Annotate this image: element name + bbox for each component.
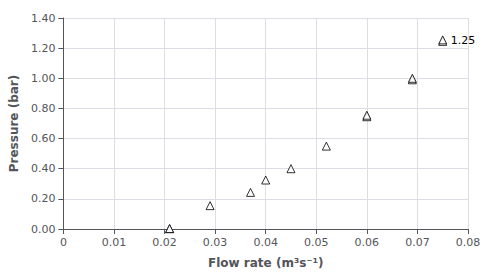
svg-text:0.20: 0.20: [31, 192, 56, 205]
svg-text:1.00: 1.00: [31, 72, 56, 85]
svg-text:0.04: 0.04: [253, 236, 278, 249]
svg-text:0.07: 0.07: [405, 236, 430, 249]
svg-text:0.01: 0.01: [102, 236, 127, 249]
svg-text:0.00: 0.00: [31, 223, 56, 236]
svg-text:1.40: 1.40: [31, 12, 56, 25]
svg-text:1.20: 1.20: [31, 42, 56, 55]
svg-text:0.08: 0.08: [456, 236, 481, 249]
svg-text:0.03: 0.03: [203, 236, 228, 249]
svg-text:0.40: 0.40: [31, 162, 56, 175]
svg-text:0.60: 0.60: [31, 132, 56, 145]
svg-text:0: 0: [60, 236, 67, 249]
svg-text:Flow rate (m³s⁻¹): Flow rate (m³s⁻¹): [208, 256, 323, 270]
svg-text:Pressure (bar): Pressure (bar): [7, 75, 21, 173]
svg-text:0.06: 0.06: [355, 236, 380, 249]
svg-text:0.80: 0.80: [31, 102, 56, 115]
svg-text:1.25: 1.25: [451, 34, 476, 47]
svg-text:0.02: 0.02: [152, 236, 177, 249]
svg-text:0.05: 0.05: [304, 236, 329, 249]
